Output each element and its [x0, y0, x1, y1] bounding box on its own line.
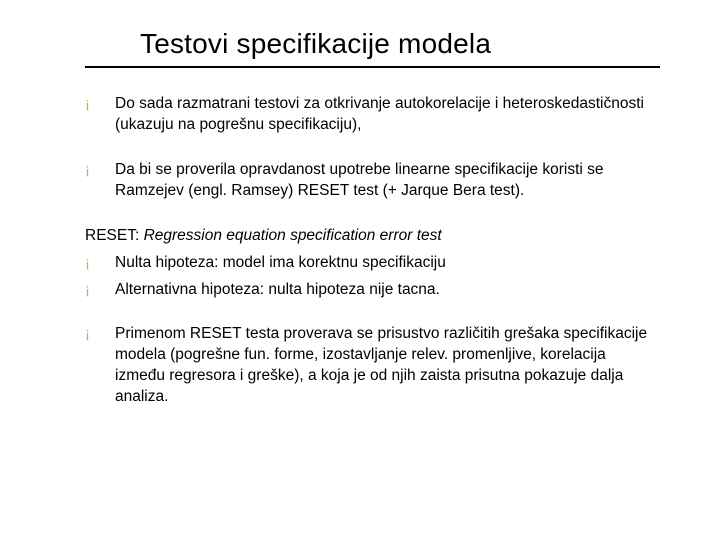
bullet-item: ¡ Do sada razmatrani testovi za otkrivan… — [85, 94, 660, 136]
bullet-text: Primenom RESET testa proverava se prisus… — [115, 324, 660, 408]
bullet-icon: ¡ — [85, 160, 115, 180]
reset-prefix: RESET: — [85, 227, 144, 244]
bullet-item: ¡ Alternativna hipoteza: nulta hipoteza … — [85, 280, 660, 301]
bullet-text: Nulta hipoteza: model ima korektnu speci… — [115, 253, 660, 274]
bullet-text: Do sada razmatrani testovi za otkrivanje… — [115, 94, 660, 136]
bullet-icon: ¡ — [85, 324, 115, 344]
bullet-icon: ¡ — [85, 253, 115, 273]
reset-expansion: Regression equation specification error … — [144, 227, 442, 244]
bullet-icon: ¡ — [85, 280, 115, 300]
bullet-item: ¡ Da bi se proverila opravdanost upotreb… — [85, 160, 660, 202]
bullet-item: ¡ Nulta hipoteza: model ima korektnu spe… — [85, 253, 660, 274]
reset-heading: RESET: Regression equation specification… — [85, 226, 660, 247]
slide: Testovi specifikacije modela ¡ Do sada r… — [0, 0, 720, 540]
reset-block: RESET: Regression equation specification… — [85, 226, 660, 301]
bullet-text: Alternativna hipoteza: nulta hipoteza ni… — [115, 280, 660, 301]
bullet-text: Da bi se proverila opravdanost upotrebe … — [115, 160, 660, 202]
bullet-item: ¡ Primenom RESET testa proverava se pris… — [85, 324, 660, 408]
title-underline — [85, 66, 660, 68]
slide-title: Testovi specifikacije modela — [140, 28, 660, 60]
bullet-icon: ¡ — [85, 94, 115, 114]
